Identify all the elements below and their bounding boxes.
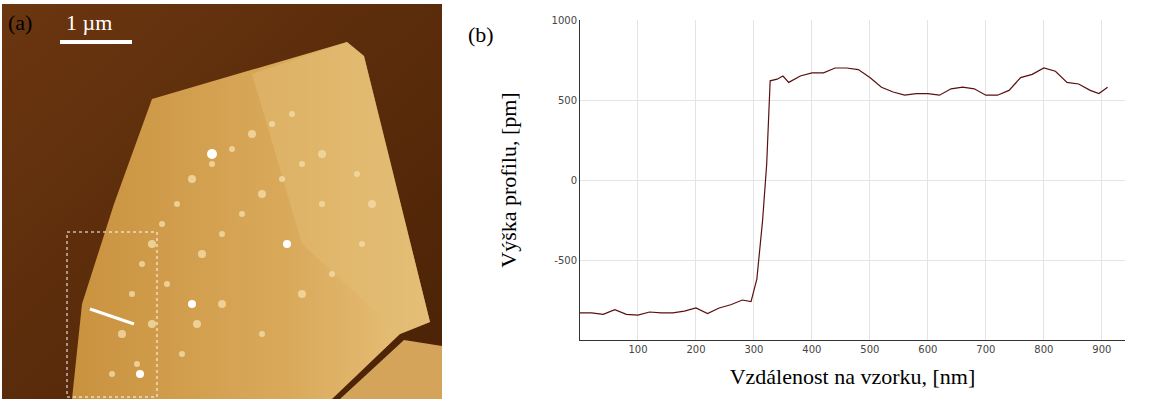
svg-text:100: 100	[628, 344, 647, 355]
svg-text:-500: -500	[554, 255, 577, 266]
svg-text:500: 500	[558, 95, 577, 106]
svg-text:400: 400	[802, 344, 821, 355]
svg-text:(a): (a)	[8, 10, 32, 35]
svg-text:1000: 1000	[552, 15, 577, 26]
svg-text:Výška profilu, [pm]: Výška profilu, [pm]	[496, 92, 521, 267]
svg-text:0: 0	[571, 175, 577, 186]
svg-text:700: 700	[976, 344, 995, 355]
svg-text:800: 800	[1034, 344, 1053, 355]
svg-text:Vzdálenost na vzorku, [nm]: Vzdálenost na vzorku, [nm]	[730, 364, 976, 389]
svg-text:300: 300	[744, 344, 763, 355]
svg-text:600: 600	[918, 344, 937, 355]
svg-text:500: 500	[860, 344, 879, 355]
svg-text:900: 900	[1092, 344, 1111, 355]
svg-text:1 µm: 1 µm	[66, 10, 112, 35]
svg-text:200: 200	[686, 344, 705, 355]
svg-text:(b): (b)	[468, 22, 494, 47]
